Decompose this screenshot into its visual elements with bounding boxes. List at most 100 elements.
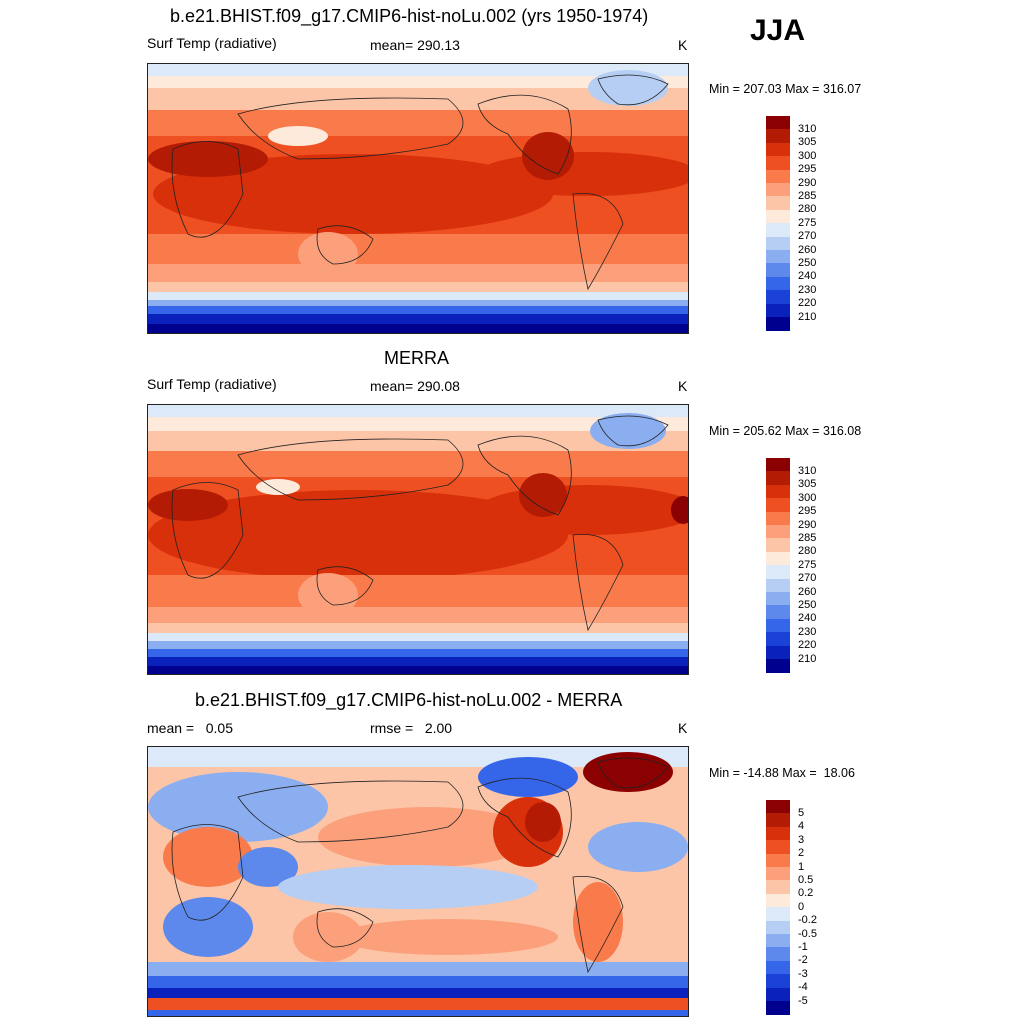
colorbar-swatch: [766, 525, 790, 539]
colorbar-label: 3: [798, 833, 805, 846]
panel-1-mean-label: mean= 290.13: [370, 37, 460, 53]
colorbar-label: 260: [798, 243, 817, 256]
panel-2-minmax: Min = 205.62 Max = 316.08: [709, 424, 862, 438]
colorbar-label: -2: [798, 954, 808, 967]
colorbar-swatch: [766, 632, 790, 647]
colorbar-swatch: [766, 209, 790, 224]
colorbar-label: 305: [798, 136, 817, 149]
colorbar-label: 4: [798, 820, 805, 833]
colorbar-label: 300: [798, 149, 817, 162]
colorbar-label: -0.5: [798, 927, 817, 940]
colorbar-swatch: [766, 142, 790, 157]
colorbar-label: 280: [798, 545, 817, 558]
colorbar-label: 280: [798, 203, 817, 216]
panel-2-units-label: K: [678, 378, 688, 394]
colorbar-label: 290: [798, 176, 817, 189]
panel-3-mean-label: mean = 0.05: [147, 720, 234, 736]
colorbar-label: 305: [798, 478, 817, 491]
colorbar-label: 300: [798, 491, 817, 504]
colorbar-label: 240: [798, 270, 817, 283]
colorbar-swatch: [766, 934, 790, 948]
colorbar-swatch: [766, 223, 790, 238]
panel-1-title: b.e21.BHIST.f09_g17.CMIP6-hist-noLu.002 …: [170, 6, 649, 26]
panel-3-title: b.e21.BHIST.f09_g17.CMIP6-hist-noLu.002 …: [195, 690, 623, 710]
colorbar-label: -3: [798, 967, 808, 980]
colorbar-swatch: [766, 867, 790, 881]
colorbar-label: 290: [798, 518, 817, 531]
colorbar-swatch: [766, 840, 790, 855]
colorbar-label: 220: [798, 639, 817, 652]
colorbar-swatch: [766, 116, 790, 130]
colorbar-swatch: [766, 169, 790, 184]
colorbar-label: 275: [798, 216, 817, 229]
colorbar-swatch: [766, 538, 790, 553]
panel-1-minmax: Min = 207.03 Max = 316.07: [709, 82, 862, 96]
colorbar-swatch: [766, 947, 790, 962]
colorbar-label: 275: [798, 558, 817, 571]
colorbar-label: 295: [798, 505, 817, 518]
colorbar-swatch: [766, 907, 790, 922]
colorbar-label: 230: [798, 625, 817, 638]
colorbar-swatch: [766, 276, 790, 291]
colorbar-label: -0.2: [798, 914, 817, 927]
colorbar-swatch: [766, 960, 790, 975]
colorbar-label: 0.2: [798, 887, 814, 900]
panel-1-variable-label: Surf Temp (radiative): [147, 35, 277, 51]
colorbar-label: 1: [798, 860, 805, 873]
colorbar-swatch: [766, 826, 790, 841]
colorbar-swatch: [766, 565, 790, 580]
colorbar-swatch: [766, 893, 790, 908]
panel-2-variable-label: Surf Temp (radiative): [147, 376, 277, 392]
colorbar-label: 230: [798, 283, 817, 296]
colorbar-swatch: [766, 317, 790, 331]
colorbar-swatch: [766, 813, 790, 828]
panel-3-rmse-label: rmse = 2.00: [370, 720, 453, 736]
colorbar-swatch: [766, 183, 790, 197]
colorbar-swatch: [766, 551, 790, 566]
colorbar-swatch: [766, 618, 790, 633]
colorbar-swatch: [766, 129, 790, 144]
colorbar-label: 210: [798, 652, 817, 665]
colorbar-swatch: [766, 511, 790, 526]
colorbar-swatch: [766, 987, 790, 1002]
colorbar-label: 285: [798, 189, 817, 202]
panel-2-title: MERRA: [384, 348, 450, 368]
colorbar-label: 285: [798, 531, 817, 544]
colorbar-label: 310: [798, 122, 817, 135]
colorbar-label: -1: [798, 940, 808, 953]
colorbar-swatch: [766, 498, 790, 513]
colorbar-label: 2: [798, 847, 805, 860]
colorbar-swatch: [766, 605, 790, 620]
colorbar-swatch: [766, 800, 790, 814]
colorbar-label: 260: [798, 585, 817, 598]
panel-3-map: [147, 746, 689, 1017]
colorbar-swatch: [766, 263, 790, 278]
colorbar-label: 295: [798, 163, 817, 176]
panel-2-map: [147, 404, 689, 675]
colorbar-swatch: [766, 592, 790, 606]
colorbar-label: 250: [798, 598, 817, 611]
colorbar-swatch: [766, 156, 790, 171]
colorbar-label: 5: [798, 806, 805, 819]
colorbar-label: 210: [798, 310, 817, 323]
colorbar-label: -5: [798, 994, 808, 1007]
colorbar-label: 270: [798, 230, 817, 243]
panel-3-units-label: K: [678, 720, 688, 736]
colorbar-label: 270: [798, 572, 817, 585]
colorbar-swatch: [766, 303, 790, 318]
colorbar-swatch: [766, 880, 790, 895]
colorbar-swatch: [766, 471, 790, 486]
panel-3-minmax: Min = -14.88 Max = 18.06: [709, 766, 855, 780]
colorbar-swatch: [766, 645, 790, 660]
panel-1-units-label: K: [678, 37, 688, 53]
season-label: JJA: [750, 14, 806, 47]
colorbar-label: 0.5: [798, 873, 814, 886]
panel-2-mean-label: mean= 290.08: [370, 378, 460, 394]
colorbar-label: 220: [798, 297, 817, 310]
colorbar-label: 240: [798, 612, 817, 625]
colorbar-label: 0: [798, 900, 805, 913]
colorbar-swatch: [766, 659, 790, 673]
colorbar-swatch: [766, 853, 790, 868]
colorbar-label: 310: [798, 464, 817, 477]
colorbar-swatch: [766, 236, 790, 251]
